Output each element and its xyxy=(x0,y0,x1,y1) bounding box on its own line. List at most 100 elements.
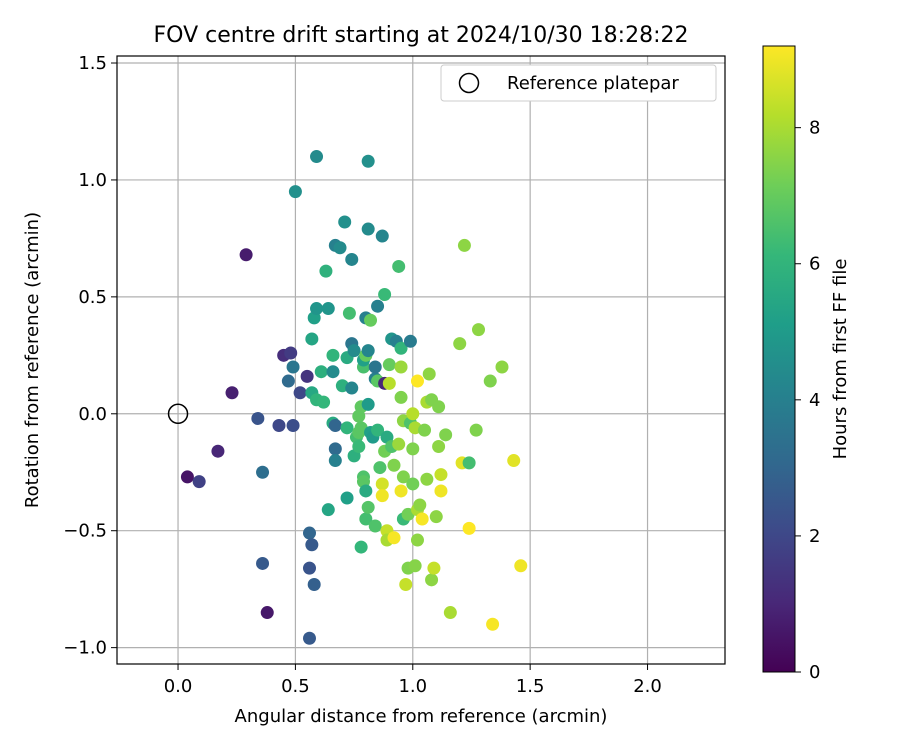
x-tick-label: 0.0 xyxy=(164,676,193,697)
data-point xyxy=(342,306,356,320)
data-point xyxy=(443,606,457,620)
data-point xyxy=(361,344,375,358)
data-point xyxy=(413,498,427,512)
data-point xyxy=(310,150,324,164)
data-point xyxy=(340,491,354,505)
data-point xyxy=(483,374,497,388)
data-point xyxy=(361,397,375,411)
colorbar-tick-label: 6 xyxy=(809,254,820,275)
data-point xyxy=(396,470,410,484)
data-point xyxy=(394,484,408,498)
data-point xyxy=(422,367,436,381)
data-point xyxy=(302,631,316,645)
plot-frame xyxy=(116,55,726,665)
data-point xyxy=(352,440,366,454)
data-point xyxy=(408,559,422,573)
colorbar-tick-label: 4 xyxy=(809,390,820,411)
data-point xyxy=(375,477,389,491)
data-point xyxy=(368,360,382,374)
data-point xyxy=(432,400,446,414)
data-point xyxy=(305,538,319,552)
data-point xyxy=(321,302,335,316)
y-tick-label: 1.0 xyxy=(78,170,107,191)
data-point xyxy=(373,461,387,475)
data-point xyxy=(286,418,300,432)
chart-title: FOV centre drift starting at 2024/10/30 … xyxy=(154,23,689,48)
data-point xyxy=(328,442,342,456)
x-axis: 0.0 0.5 1.0 1.5 2.0 xyxy=(164,664,662,697)
data-point xyxy=(368,519,382,533)
y-tick-label: 1.5 xyxy=(78,53,107,74)
data-point xyxy=(361,500,375,514)
data-point xyxy=(387,531,401,545)
data-point xyxy=(406,407,420,421)
data-point xyxy=(375,229,389,243)
data-point xyxy=(399,577,413,591)
data-point xyxy=(406,477,420,491)
data-point xyxy=(469,423,483,437)
data-point xyxy=(328,418,342,432)
y-tick-label: −1.0 xyxy=(63,638,107,659)
data-point xyxy=(382,376,396,390)
data-point xyxy=(394,341,408,355)
data-point xyxy=(472,323,486,337)
data-point xyxy=(354,540,368,554)
data-point xyxy=(211,444,225,458)
reference-marker xyxy=(167,403,189,425)
colorbar-gradient xyxy=(762,45,796,673)
legend-box xyxy=(440,64,717,102)
data-point xyxy=(418,423,432,437)
data-point xyxy=(347,344,361,358)
data-point xyxy=(328,454,342,468)
data-point xyxy=(371,423,385,437)
legend-marker xyxy=(458,72,480,94)
data-point xyxy=(314,365,328,379)
grid-lines xyxy=(117,56,725,664)
data-point xyxy=(392,259,406,273)
data-point xyxy=(288,185,302,199)
data-point xyxy=(406,442,420,456)
colorbar-ticks: 0 2 4 6 8 xyxy=(795,118,820,683)
data-point xyxy=(361,222,375,236)
y-axis: −1.0 −0.5 0.0 0.5 1.0 1.5 xyxy=(63,53,117,659)
data-point xyxy=(326,365,340,379)
data-point xyxy=(514,559,528,573)
data-point xyxy=(457,238,471,252)
colorbar-label: Hours from first FF file xyxy=(830,259,851,460)
data-point xyxy=(326,348,340,362)
data-point xyxy=(507,454,521,468)
data-point xyxy=(361,154,375,168)
x-tick-label: 2.0 xyxy=(633,676,662,697)
data-point xyxy=(486,617,500,631)
data-point xyxy=(495,360,509,374)
data-point xyxy=(462,521,476,535)
data-point xyxy=(394,390,408,404)
data-point xyxy=(251,411,265,425)
colorbar-tick-label: 2 xyxy=(809,526,820,547)
data-point xyxy=(260,606,274,620)
data-point xyxy=(382,358,396,372)
x-tick-label: 1.5 xyxy=(516,676,545,697)
legend: Reference platepar xyxy=(440,64,717,102)
data-point xyxy=(415,512,429,526)
data-point xyxy=(333,241,347,255)
data-point xyxy=(345,381,359,395)
data-point xyxy=(281,374,295,388)
y-tick-label: 0.0 xyxy=(78,404,107,425)
y-tick-label: 0.5 xyxy=(78,287,107,308)
data-point xyxy=(302,561,316,575)
data-point xyxy=(375,489,389,503)
data-point xyxy=(180,470,194,484)
data-point xyxy=(239,248,253,262)
data-point xyxy=(453,337,467,351)
data-point xyxy=(434,484,448,498)
data-point xyxy=(317,395,331,409)
data-point xyxy=(410,374,424,388)
data-point xyxy=(256,556,270,570)
data-point xyxy=(387,458,401,472)
colorbar-tick-label: 8 xyxy=(809,118,820,139)
data-point xyxy=(272,418,286,432)
data-point xyxy=(321,503,335,517)
colorbar-tick-label: 0 xyxy=(809,662,820,683)
